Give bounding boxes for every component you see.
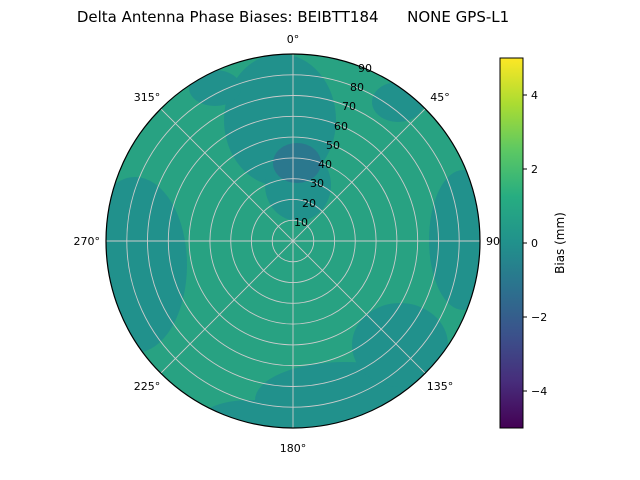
polar-axes-boundary bbox=[105, 53, 481, 429]
angular-tick-90: 90 bbox=[486, 235, 500, 248]
radial-tick-60: 60 bbox=[334, 120, 348, 133]
radial-tick-50: 50 bbox=[326, 139, 340, 152]
colorbar-ticks bbox=[523, 94, 527, 392]
colorbar-tick-labels: 4 2 0 −2 −4 bbox=[531, 89, 547, 398]
radial-tick-70: 70 bbox=[342, 100, 356, 113]
radial-tick-30: 30 bbox=[310, 177, 324, 190]
radial-tick-10: 10 bbox=[294, 216, 308, 229]
colorbar-tick-neg4: −4 bbox=[531, 385, 547, 398]
colorbar-tick-0: 0 bbox=[531, 237, 538, 250]
colorbar-tick-2: 2 bbox=[531, 163, 538, 176]
radial-tick-40: 40 bbox=[318, 158, 332, 171]
colorbar-axis-label: Bias (mm) bbox=[553, 212, 567, 274]
angular-tick-0: 0° bbox=[287, 33, 300, 46]
radial-tick-90: 90 bbox=[358, 62, 372, 75]
polar-grid bbox=[106, 54, 480, 428]
radial-tick-labels: 90 80 70 60 50 40 30 20 10 bbox=[294, 62, 372, 229]
angular-tick-135: 135° bbox=[427, 380, 454, 393]
angular-tick-225: 225° bbox=[134, 380, 161, 393]
radial-tick-20: 20 bbox=[302, 197, 316, 210]
colorbar-gradient bbox=[499, 57, 524, 429]
chart-title: Delta Antenna Phase Biases: BEIBTT184 NO… bbox=[76, 8, 510, 26]
radial-tick-80: 80 bbox=[350, 81, 364, 94]
angular-tick-315: 315° bbox=[134, 91, 161, 104]
angular-tick-180: 180° bbox=[280, 442, 307, 455]
colorbar-tick-4: 4 bbox=[531, 89, 538, 102]
angular-tick-labels: 0° 45° 90 135° 180° 225° 270° 315° bbox=[74, 33, 501, 455]
colorbar-tick-neg2: −2 bbox=[531, 311, 547, 324]
colorbar: 4 2 0 −2 −4 Bias (mm) bbox=[499, 57, 567, 429]
angular-tick-270: 270° bbox=[74, 235, 101, 248]
angular-tick-45: 45° bbox=[430, 91, 450, 104]
